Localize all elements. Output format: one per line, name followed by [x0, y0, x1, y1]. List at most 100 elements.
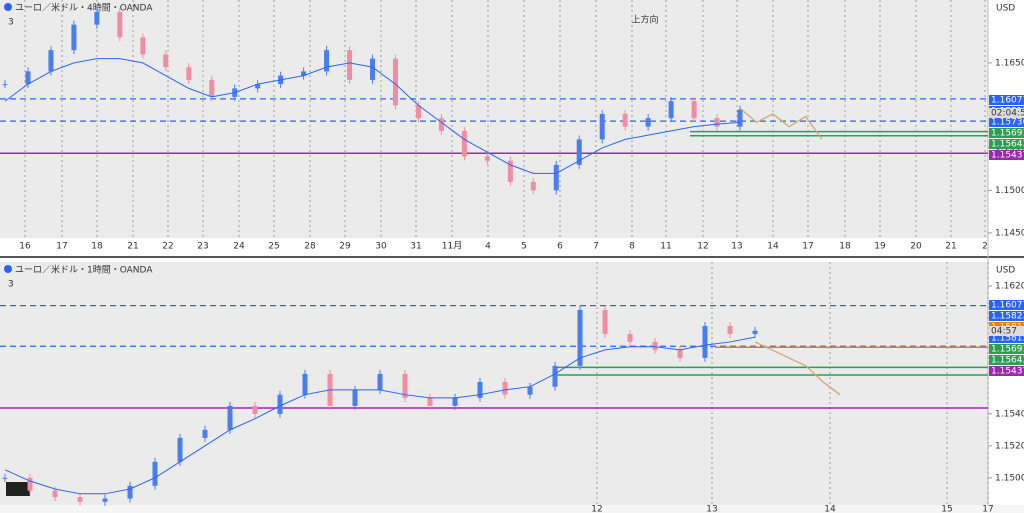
candle: [48, 50, 54, 72]
candle: [577, 309, 583, 366]
candle: [737, 109, 743, 127]
x-tick-label: 23: [197, 242, 208, 252]
candle: [527, 386, 533, 395]
candle: [427, 397, 433, 406]
x-tick-label: 19: [874, 242, 886, 252]
candle: [177, 437, 183, 462]
candle: [2, 84, 8, 86]
price-tag-label: 1.16077: [991, 301, 1024, 311]
candle: [370, 58, 375, 80]
currency: USD: [996, 4, 1015, 14]
footer: [0, 505, 1024, 513]
candle: [507, 160, 513, 182]
x-tick-label: 13: [731, 242, 742, 252]
x-tick-label: 16: [19, 242, 31, 252]
candle: [77, 497, 83, 502]
candle: [599, 113, 605, 140]
y-tick-label: 1.14500: [995, 228, 1024, 238]
x-tick-label: 25: [268, 242, 279, 252]
candle: [668, 101, 674, 119]
x-tick-label: 21: [127, 242, 138, 252]
price-tag-label: 1.15736: [991, 118, 1024, 128]
price-tag-label: 1.16077: [991, 96, 1024, 106]
x-tick-label: 29: [339, 242, 351, 252]
candle: [301, 71, 307, 76]
candle: [452, 397, 458, 406]
y-tick-label: 1.16200: [995, 281, 1024, 291]
symbol-icon: [4, 265, 12, 273]
x-tick-label: 11月: [442, 241, 462, 252]
indicator-label: 3: [8, 280, 14, 290]
x-tick-label: 18: [91, 242, 103, 252]
price-tag: [989, 355, 1024, 365]
candle: [25, 71, 31, 85]
candle: [484, 156, 490, 161]
symbol-icon: [4, 3, 12, 11]
candle: [140, 37, 146, 55]
price-tag: [989, 333, 1024, 343]
x-tick-label: 31: [410, 242, 421, 252]
x-tick-label: 14: [767, 242, 779, 252]
candle: [576, 139, 582, 165]
candle: [302, 373, 308, 395]
panel-bg: [0, 262, 988, 505]
y-tick-label: 1.16500: [995, 58, 1024, 68]
line-projection: [754, 341, 841, 396]
candle: [71, 24, 77, 51]
line-ma: [4, 336, 756, 495]
candle: [102, 498, 108, 502]
price-tag: [989, 366, 1024, 376]
price-tag: [989, 300, 1024, 310]
annotation: 上方向: [631, 14, 658, 26]
x-tick-label: 6: [557, 242, 563, 252]
candle: [377, 373, 383, 390]
clock-tag: [989, 326, 1024, 336]
price-tag-label: 1.15823: [991, 312, 1024, 322]
candle: [627, 333, 633, 342]
candle: [461, 130, 467, 157]
line-projection: [739, 107, 823, 140]
candle: [117, 11, 123, 38]
x-tick-label: 22: [162, 242, 173, 252]
candle: [227, 405, 233, 430]
candle: [645, 118, 651, 127]
candle: [392, 58, 398, 106]
clock-tag: [989, 108, 1024, 118]
price-tag: [989, 117, 1024, 127]
candle: [94, 11, 100, 25]
candle: [727, 325, 733, 334]
x-tick-label: 14: [824, 505, 836, 513]
x-tick-label: 30: [375, 242, 387, 252]
line-ma: [4, 58, 741, 174]
candle: [209, 79, 215, 97]
candle: [324, 50, 330, 72]
candle: [277, 394, 283, 414]
candle: [2, 477, 8, 479]
candle: [52, 490, 58, 498]
x-tick-label: 21: [945, 242, 956, 252]
candle: [477, 381, 483, 398]
candle: [553, 164, 559, 191]
candle: [652, 341, 658, 350]
clock: 04:57: [991, 327, 1017, 337]
candle: [347, 50, 353, 80]
y-tick-label: 1.15000: [995, 473, 1024, 483]
price-tag: [989, 128, 1024, 138]
x-tick-label: 24: [233, 242, 245, 252]
candle: [252, 405, 258, 414]
x-tick-label: 28: [304, 242, 316, 252]
y-tick-label: 1.15000: [995, 186, 1024, 196]
candle: [502, 381, 508, 395]
x-tick-label: 15: [941, 505, 952, 513]
x-tick-label: 17: [802, 242, 813, 252]
price-tag-label: 1.15643: [991, 356, 1024, 366]
candle: [622, 113, 628, 127]
candle: [530, 181, 536, 191]
price-tag: [989, 139, 1024, 149]
x-tick-label: 4: [485, 242, 491, 252]
candle: [438, 118, 444, 131]
